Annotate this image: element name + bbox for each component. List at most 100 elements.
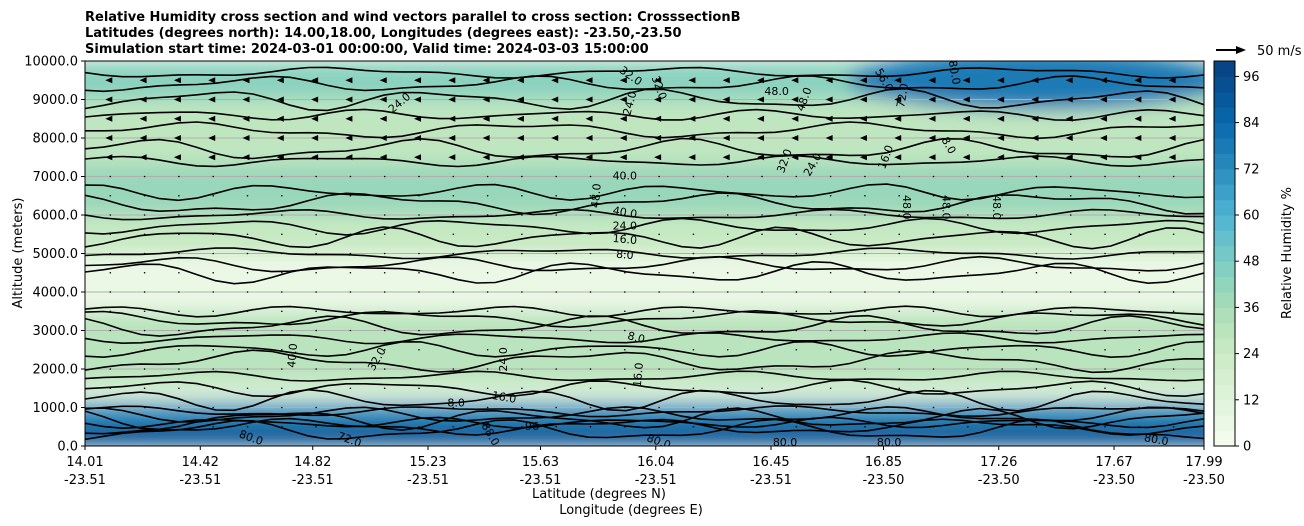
wind-arrow	[1065, 96, 1073, 103]
wind-arrow	[1172, 194, 1175, 197]
wind-arrow	[1069, 425, 1072, 428]
wind-arrow	[624, 348, 626, 351]
wind-arrow	[246, 348, 249, 351]
wind-arrow	[212, 348, 215, 351]
colorbar-segment	[1214, 399, 1235, 416]
wind-arrow	[281, 406, 283, 409]
x-tick-label-lat: 17.67	[1095, 455, 1132, 470]
wind-arrow	[757, 96, 765, 103]
wind-arrow	[932, 271, 935, 274]
wind-arrow	[1001, 233, 1003, 236]
wind-arrow	[898, 329, 901, 332]
wind-arrow	[1069, 194, 1072, 197]
contour-label: 8.0	[616, 248, 635, 262]
wind-arrow	[928, 96, 936, 103]
wind-arrow	[692, 194, 695, 197]
wind-arrow	[486, 194, 489, 197]
wind-arrow	[1172, 387, 1175, 390]
wind-arrow	[212, 194, 215, 197]
wind-arrow	[418, 406, 420, 409]
wind-arrow	[829, 425, 832, 428]
wind-arrow	[795, 252, 798, 255]
wind-arrow	[349, 348, 352, 351]
wind-arrow	[178, 233, 180, 236]
wind-arrow	[143, 368, 146, 370]
wind-arrow	[555, 291, 558, 293]
wind-arrow	[345, 96, 353, 103]
wind-arrow	[898, 252, 901, 255]
wind-arrow	[418, 310, 420, 313]
wind-arrow	[1104, 310, 1106, 313]
wind-arrow	[109, 271, 112, 274]
wind-arrow	[791, 77, 799, 84]
wind-arrow	[761, 291, 763, 293]
x-tick-label-lat: 14.01	[66, 455, 103, 470]
wind-arrow	[1001, 387, 1003, 390]
wind-arrow	[208, 96, 216, 103]
chart-title-line-1: Relative Humidity cross section and wind…	[85, 10, 741, 25]
wind-arrow	[692, 329, 695, 332]
humidity-band	[85, 253, 1204, 312]
wind-arrow	[962, 77, 970, 84]
wind-arrow	[109, 329, 112, 332]
wind-arrow	[658, 348, 660, 351]
wind-arrow	[383, 387, 386, 390]
wind-arrow	[932, 329, 935, 332]
wind-arrow	[1168, 96, 1176, 103]
wind-arrow	[139, 96, 147, 103]
wind-arrow	[178, 175, 180, 178]
wind-arrow	[379, 154, 387, 161]
wind-arrow	[482, 77, 490, 84]
wind-arrow	[585, 135, 593, 141]
wind-arrow	[589, 214, 592, 216]
wind-arrow	[1031, 154, 1039, 161]
wind-arrow	[932, 425, 935, 428]
y-tick-label: 9000.0	[33, 93, 79, 108]
wind-arrow	[452, 175, 455, 178]
contour-line	[85, 260, 1204, 285]
contour-line	[85, 154, 1204, 168]
wind-arrow	[383, 175, 386, 178]
wind-arrow	[349, 425, 352, 428]
wind-arrow	[276, 96, 284, 103]
wind-arrow	[143, 387, 146, 390]
x-tick-label-lat: 15.23	[409, 455, 446, 470]
wind-arrow	[178, 425, 180, 428]
wind-arrow	[1134, 115, 1142, 122]
wind-arrow	[276, 154, 284, 161]
wind-arrow	[482, 115, 490, 122]
wind-arrow	[692, 425, 695, 428]
wind-arrow	[1001, 310, 1003, 313]
wind-arrow	[109, 368, 112, 370]
wind-arrow	[864, 368, 866, 370]
wind-arrow	[1035, 329, 1038, 332]
y-tick-label: 5000.0	[33, 247, 79, 262]
wind-arrow	[315, 387, 317, 390]
wind-arrow	[212, 368, 215, 370]
contour-label: 24.0	[497, 347, 510, 372]
wind-arrow	[658, 291, 660, 293]
x-tick-label-lat: 14.42	[182, 455, 219, 470]
wind-arrow	[967, 175, 969, 178]
wind-arrow	[1168, 115, 1176, 122]
wind-arrow	[555, 271, 558, 274]
wind-arrow	[345, 135, 353, 141]
wind-arrow	[1138, 329, 1141, 332]
wind-arrow	[898, 310, 901, 313]
contour-label: 80.0	[946, 59, 963, 85]
wind-arrow	[173, 77, 181, 84]
x-tick-label-lon: -23.51	[635, 473, 677, 488]
wind-arrow	[658, 425, 660, 428]
wind-arrow	[418, 175, 420, 178]
wind-arrow	[585, 96, 593, 103]
wind-arrow	[859, 77, 867, 84]
wind-arrow	[967, 368, 969, 370]
wind-arrow	[1172, 271, 1175, 274]
wind-arrow	[178, 329, 180, 332]
wind-arrow	[143, 291, 146, 293]
wind-arrow	[109, 194, 112, 197]
wind-arrow	[624, 387, 626, 390]
wind-arrow	[726, 194, 729, 197]
wind-arrow	[829, 368, 832, 370]
